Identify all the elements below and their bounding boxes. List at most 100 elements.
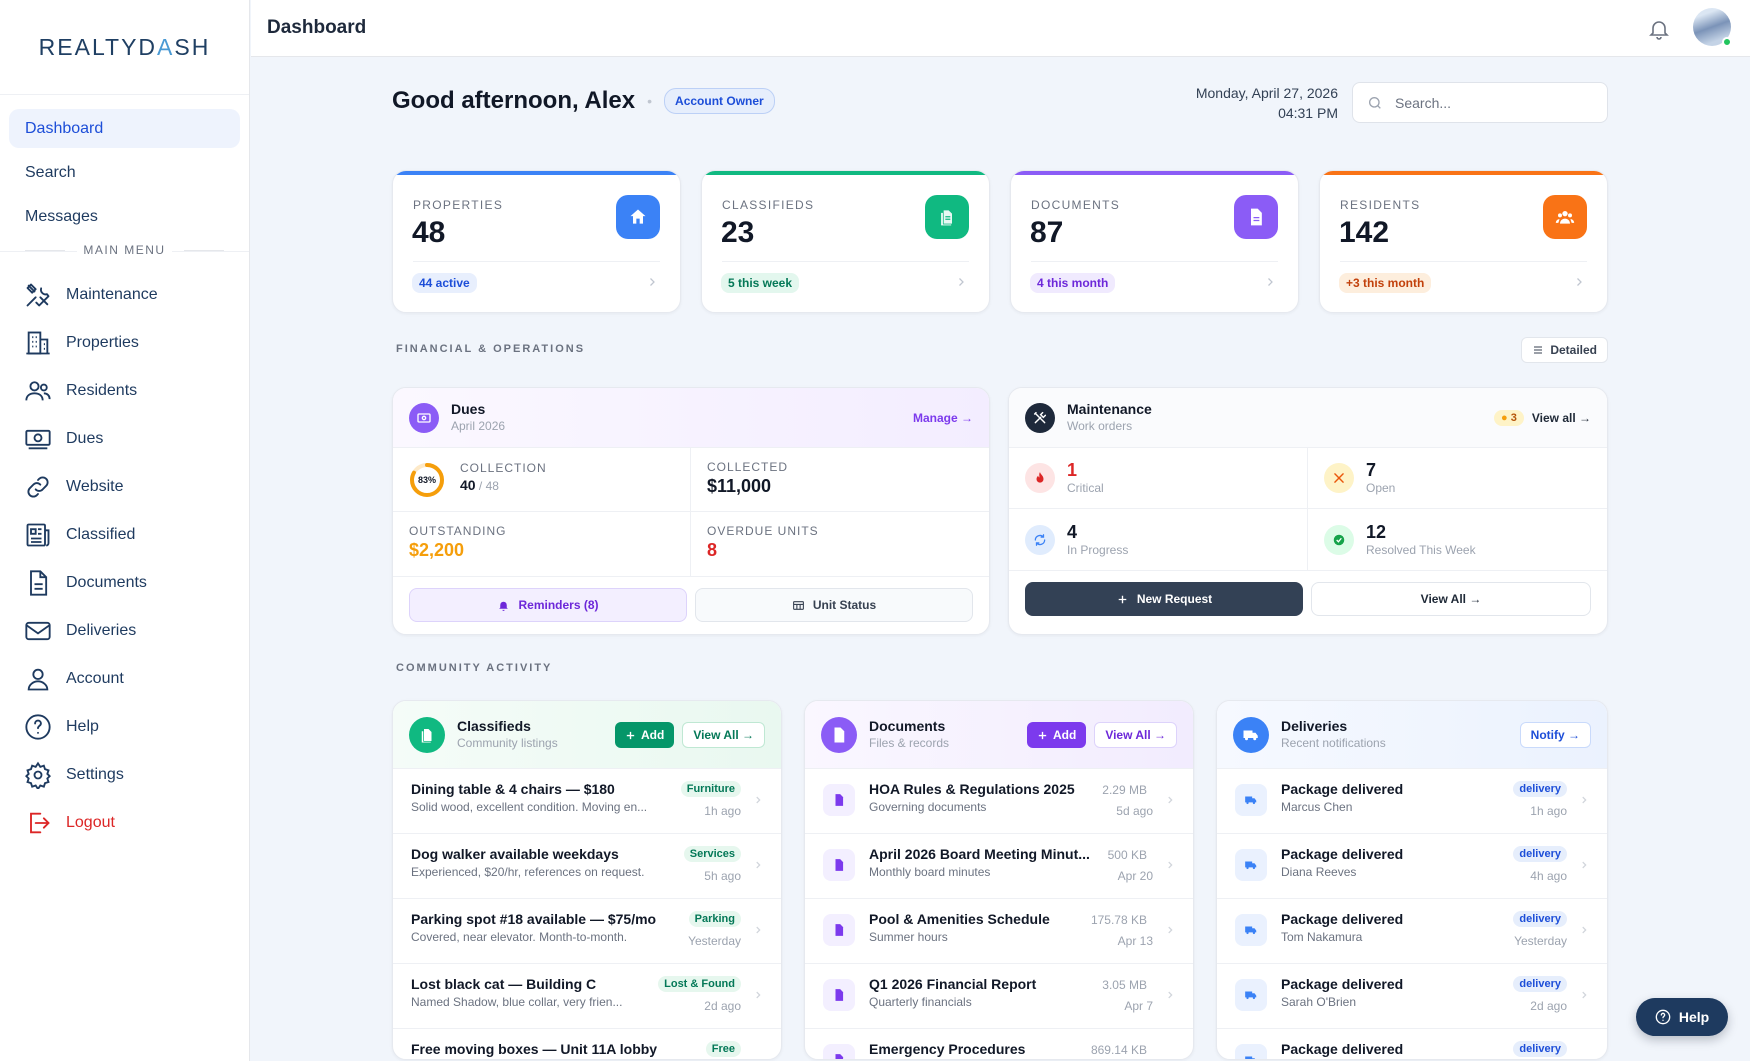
question-icon [25,714,51,740]
overdue-value: 8 [707,540,718,560]
sidebar-item-help[interactable]: Help [0,703,249,751]
avatar[interactable] [1693,8,1732,47]
document-desc: Monthly board minutes [869,865,991,879]
collection-total: / 48 [475,479,499,493]
open-stat[interactable]: 7 Open [1308,448,1607,509]
detailed-button[interactable]: Detailed [1521,337,1608,363]
search-box[interactable] [1352,82,1608,123]
sidebar-item-classified[interactable]: Classified [0,511,249,559]
collection-progress-ring [410,463,444,497]
document-row[interactable]: Q1 2026 Financial Report Quarterly financ… [805,964,1193,1029]
sidebar-item-label: Website [66,478,124,495]
nav-messages[interactable]: Messages [25,207,98,225]
classifieds-view-all-button[interactable]: View All → [682,722,765,748]
classified-tag: Services [683,846,741,862]
classified-title: Free moving boxes — Unit 11A lobby [411,1041,658,1057]
document-row[interactable]: HOA Rules & Regulations 2025 Governing do… [805,769,1193,834]
alert-count-badge: ● 3 [1494,410,1524,426]
sidebar-item-dues[interactable]: Dues [0,415,249,463]
sidebar-item-website[interactable]: Website [0,463,249,511]
delivery-row[interactable]: Package delivered Marcus Chen delivery 1h a… [1217,769,1607,834]
critical-stat[interactable]: 1 Critical [1009,448,1308,509]
sidebar-item-maintenance[interactable]: Maintenance [0,271,249,319]
stat-card-documents[interactable]: DOCUMENTS 87 4 this month [1010,170,1299,313]
stat-pill: +3 this month [1339,273,1432,293]
unit-status-button[interactable]: Unit Status [695,588,973,622]
money-icon [25,429,51,450]
reminders-button[interactable]: Reminders (8) [409,588,687,622]
clipboard-icon [409,716,445,753]
documents-view-all-button[interactable]: View All → [1094,722,1177,748]
classified-row[interactable]: Lost black cat — Building C Named Shadow,… [393,964,781,1029]
section-label-community: COMMUNITY ACTIVITY [396,662,553,674]
classified-time: 1h ago [704,804,741,818]
sidebar-item-settings[interactable]: Settings [0,751,249,799]
delivery-time: Yesterday [1514,934,1567,948]
document-time: Apr 7 [1124,999,1153,1013]
bell-icon [499,601,509,611]
classified-row[interactable]: Parking spot #18 available — $75/mo Cover… [393,899,781,964]
in-progress-stat[interactable]: 4 In Progress [1009,509,1308,570]
chevron-right-icon [650,278,655,286]
nav-dashboard[interactable]: Dashboard [9,109,240,148]
sidebar-item-logout[interactable]: Logout [0,799,249,847]
delivery-row[interactable]: Package delivered delivery [1217,1029,1607,1059]
document-icon [1234,195,1278,239]
overdue-label: OVERDUE UNITS [707,524,819,538]
documents-card-header: Documents Files & records Add View All → [805,701,1193,769]
stat-pill: 44 active [412,273,477,293]
classified-time: 2d ago [704,999,741,1013]
document-row[interactable]: April 2026 Board Meeting Minut... Monthly… [805,834,1193,899]
sidebar-item-label: Classified [66,526,136,543]
classifieds-add-button[interactable]: Add [614,722,675,748]
collection-count: 40 [460,477,476,493]
classified-row[interactable]: Dining table & 4 chairs — $180 Solid wood… [393,769,781,834]
sidebar-item-documents[interactable]: Documents [0,559,249,607]
deliveries-notify-button[interactable]: Notify → [1519,722,1591,748]
file-icon [823,914,855,946]
question-icon [1655,1009,1671,1025]
manage-link[interactable]: Manage → [912,411,973,425]
classified-row[interactable]: Free moving boxes — Unit 11A lobby Free [393,1029,781,1059]
new-request-button[interactable]: New Request [1025,582,1303,616]
logo-text-tail: SH [174,33,211,60]
resolved-stat[interactable]: 12 Resolved This Week [1308,509,1607,570]
maintenance-view-all-button[interactable]: View All → [1311,582,1591,616]
open-label: Open [1366,481,1396,495]
help-fab-button[interactable]: Help [1636,998,1728,1036]
stat-label: RESIDENTS [1340,198,1421,212]
search-input[interactable] [1395,94,1575,111]
delivery-row[interactable]: Package delivered Diana Reeves delivery 4h … [1217,834,1607,899]
file-icon [823,849,855,881]
logout-icon [30,812,50,834]
document-size: 175.78 KB [1090,913,1147,927]
delivery-row[interactable]: Package delivered Tom Nakamura delivery Yes… [1217,899,1607,964]
classified-tag: Lost & Found [658,976,741,992]
sidebar-item-deliveries[interactable]: Deliveries [0,607,249,655]
nav-search[interactable]: Search [25,163,76,181]
tools-icon [1324,463,1354,493]
stat-card-residents[interactable]: RESIDENTS 142 +3 this month [1319,170,1608,313]
delivery-time: 2d ago [1530,999,1567,1013]
sidebar-item-account[interactable]: Account [0,655,249,703]
delivery-tag: delivery [1513,1041,1567,1057]
maintenance-view-all-link[interactable]: View all → [1531,411,1591,425]
delivery-tag: delivery [1513,911,1567,927]
bell-icon[interactable] [1647,17,1671,41]
delivery-row[interactable]: Package delivered Sarah O'Brien delivery 2d… [1217,964,1607,1029]
documents-add-button[interactable]: Add [1026,722,1087,748]
document-desc: Summer hours [869,930,948,944]
chevron-right-icon [1582,926,1587,934]
mail-icon [25,621,51,641]
maintenance-card-header: Maintenance Work orders ● 3 View all → [1009,388,1607,448]
document-row[interactable]: Pool & Amenities Schedule Summer hours 175… [805,899,1193,964]
classified-row[interactable]: Dog walker available weekdays Experienced… [393,834,781,899]
brand-logo[interactable]: REALTYD A SH [0,0,249,95]
stat-card-properties[interactable]: PROPERTIES 48 44 active [392,170,681,313]
sidebar-item-residents[interactable]: Residents [0,367,249,415]
in-progress-label: In Progress [1067,542,1129,557]
sidebar-item-properties[interactable]: Properties [0,319,249,367]
stat-card-classifieds[interactable]: CLASSIFIEDS 23 5 this week [701,170,990,313]
document-row[interactable]: Emergency Procedures 869.14 KB [805,1029,1193,1059]
delivery-recipient: Sarah O'Brien [1281,995,1356,1009]
